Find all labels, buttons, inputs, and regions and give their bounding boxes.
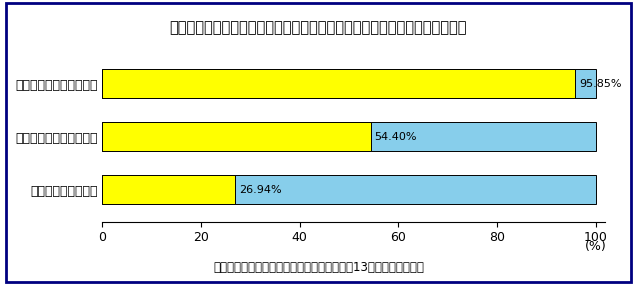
Bar (103, 175, 596, 204)
Bar (103, 122, 596, 151)
Bar (103, 122, 371, 151)
Bar (103, 69, 596, 98)
Text: （図３－４－４）　企業防災計画，マニュアルに記載されている目次の項目: （図３－４－４） 企業防災計画，マニュアルに記載されている目次の項目 (169, 20, 468, 35)
Text: (%): (%) (585, 240, 606, 253)
Text: 54.40%: 54.40% (375, 132, 417, 142)
Text: 26.94%: 26.94% (239, 185, 282, 195)
Bar (103, 175, 235, 204)
Bar (103, 69, 575, 98)
Text: 95.85%: 95.85% (579, 79, 622, 89)
Text: （「企業防災に関するアンケート調査（平成13年内閣府）より）: （「企業防災に関するアンケート調査（平成13年内閣府）より） (213, 260, 424, 274)
